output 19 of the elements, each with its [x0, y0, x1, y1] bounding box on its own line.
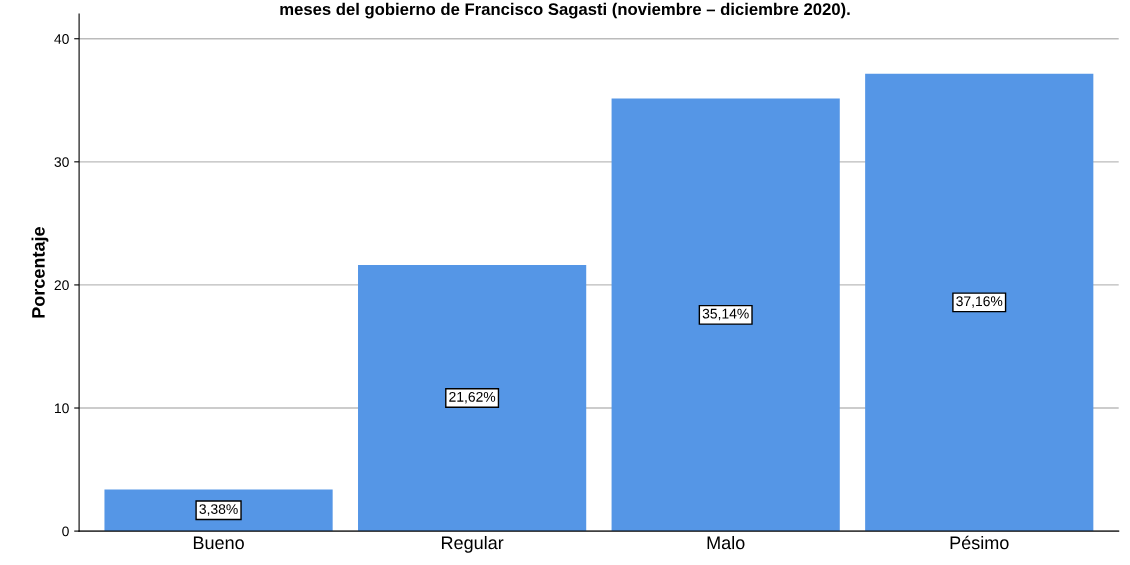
- x-tick-label: Bueno: [193, 536, 244, 550]
- y-tick-label: 20: [54, 280, 69, 291]
- data-label: 21,62%: [449, 391, 496, 404]
- bar: [358, 264, 587, 532]
- bar: [611, 98, 840, 532]
- y-tick-label: 10: [54, 403, 69, 414]
- y-tick-label: 0: [62, 526, 69, 537]
- x-tick-label: Malo: [707, 535, 745, 550]
- data-label: 37,16%: [956, 296, 1003, 308]
- data-label: 35,14%: [702, 308, 749, 321]
- chart-title: meses del gobierno de Francisco Sagasti (noviembre – diciembre 2020).: [280, 2, 850, 19]
- x-tick-label: Regular: [441, 535, 504, 553]
- x-tick-label: Pésimo: [950, 535, 1009, 550]
- y-tick-label: 40: [54, 34, 69, 44]
- y-tick-label: 30: [54, 157, 69, 167]
- y-axis-title: Porcentaje: [31, 227, 49, 318]
- bar: [865, 73, 1094, 532]
- data-label: 3,38%: [199, 504, 238, 516]
- bar: [104, 489, 333, 532]
